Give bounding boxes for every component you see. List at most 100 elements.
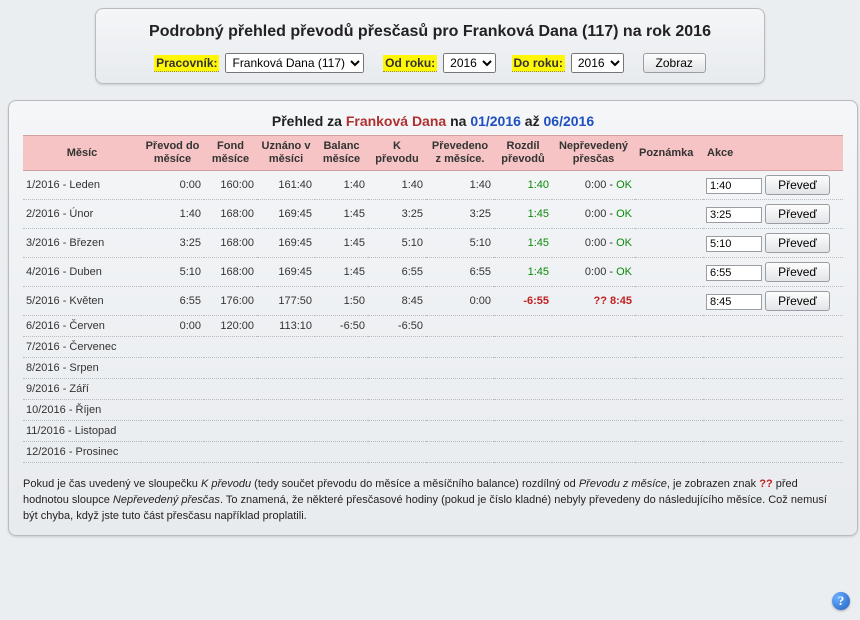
table-row: 1/2016 - Leden0:00160:00161:401:401:401:… [23,171,843,200]
cell-note [635,358,703,379]
transfer-amount-input[interactable] [706,265,762,281]
transfer-button[interactable]: Převeď [765,291,830,311]
cell-fond [204,421,257,442]
cell-kprevodu [368,442,426,463]
cell-month: 1/2016 - Leden [23,171,141,200]
transfer-button[interactable]: Převeď [765,262,830,282]
cell-balanc: -6:50 [315,316,368,337]
cell-rozdil [494,442,552,463]
cell-prevedeno: 3:25 [426,200,494,229]
help-icon[interactable]: ? [832,592,850,610]
cell-neprev [552,421,635,442]
cell-month: 12/2016 - Prosinec [23,442,141,463]
cell-uznano: 169:45 [257,200,315,229]
cell-fond: 176:00 [204,287,257,316]
cell-akce [703,442,843,463]
footnote: Pokud je čas uvedený ve sloupečku K přev… [23,477,843,525]
table-header-row: Měsíc Převod do měsíce Fond měsíce Uznán… [23,136,843,171]
overtime-table: Měsíc Převod do měsíce Fond měsíce Uznán… [23,135,843,463]
cell-month: 4/2016 - Duben [23,258,141,287]
cell-akce: Převeď [703,287,843,316]
cell-note [635,258,703,287]
show-button[interactable]: Zobraz [643,53,706,73]
cell-neprev [552,316,635,337]
cell-neprev: 0:00 - OK [552,229,635,258]
cell-uznano [257,421,315,442]
cell-kprevodu [368,421,426,442]
cell-balanc [315,358,368,379]
cell-fond [204,337,257,358]
transfer-button[interactable]: Převeď [765,233,830,253]
col-balanc: Balanc měsíce [315,136,368,171]
cell-rozdil: 1:45 [494,258,552,287]
cell-balanc: 1:40 [315,171,368,200]
cell-rozdil [494,358,552,379]
cell-neprev: 0:00 - OK [552,171,635,200]
cell-month: 8/2016 - Srpen [23,358,141,379]
cell-uznano: 169:45 [257,258,315,287]
cell-uznano: 169:45 [257,229,315,258]
table-row: 11/2016 - Listopad [23,421,843,442]
cell-rozdil [494,316,552,337]
cell-prevod-do [141,379,204,400]
cell-balanc: 1:45 [315,200,368,229]
cell-fond: 120:00 [204,316,257,337]
cell-uznano [257,442,315,463]
transfer-button[interactable]: Převeď [765,175,830,195]
worker-select[interactable]: Franková Dana (117) [225,53,364,73]
cell-balanc [315,379,368,400]
cell-rozdil: 1:40 [494,171,552,200]
cell-fond: 168:00 [204,200,257,229]
table-row: 9/2016 - Září [23,379,843,400]
cell-fond: 160:00 [204,171,257,200]
cell-rozdil: 1:45 [494,200,552,229]
cell-month: 9/2016 - Září [23,379,141,400]
cell-kprevodu: 5:10 [368,229,426,258]
cell-akce [703,337,843,358]
transfer-amount-input[interactable] [706,207,762,223]
cell-akce [703,421,843,442]
cell-uznano: 177:50 [257,287,315,316]
cell-note [635,200,703,229]
cell-akce: Převeď [703,258,843,287]
cell-akce: Převeď [703,229,843,258]
transfer-amount-input[interactable] [706,294,762,310]
cell-prevedeno: 6:55 [426,258,494,287]
table-row: 10/2016 - Říjen [23,400,843,421]
cell-rozdil: -6:55 [494,287,552,316]
transfer-amount-input[interactable] [706,178,762,194]
cell-kprevodu: -6:50 [368,316,426,337]
cell-neprev [552,358,635,379]
cell-prevedeno: 5:10 [426,229,494,258]
cell-note [635,379,703,400]
table-row: 3/2016 - Březen3:25168:00169:451:455:105… [23,229,843,258]
cell-month: 3/2016 - Březen [23,229,141,258]
cell-fond [204,379,257,400]
range-from: 01/2016 [470,113,521,129]
cell-prevedeno [426,316,494,337]
from-year-select[interactable]: 2016 [443,53,496,73]
col-uznano: Uznáno v měsíci [257,136,315,171]
col-rozdil: Rozdíl převodů [494,136,552,171]
cell-note [635,229,703,258]
cell-prevedeno [426,442,494,463]
cell-month: 2/2016 - Únor [23,200,141,229]
cell-month: 5/2016 - Květen [23,287,141,316]
col-akce: Akce [703,136,843,171]
cell-akce [703,400,843,421]
cell-rozdil [494,337,552,358]
cell-balanc [315,400,368,421]
cell-prevod-do: 6:55 [141,287,204,316]
to-year-select[interactable]: 2016 [571,53,624,73]
cell-kprevodu [368,400,426,421]
transfer-amount-input[interactable] [706,236,762,252]
table-row: 2/2016 - Únor1:40168:00169:451:453:253:2… [23,200,843,229]
cell-kprevodu: 8:45 [368,287,426,316]
cell-kprevodu [368,358,426,379]
from-year-label: Od roku: [383,55,437,72]
transfer-button[interactable]: Převeď [765,204,830,224]
cell-akce [703,316,843,337]
cell-fond [204,400,257,421]
cell-akce [703,358,843,379]
cell-kprevodu: 6:55 [368,258,426,287]
